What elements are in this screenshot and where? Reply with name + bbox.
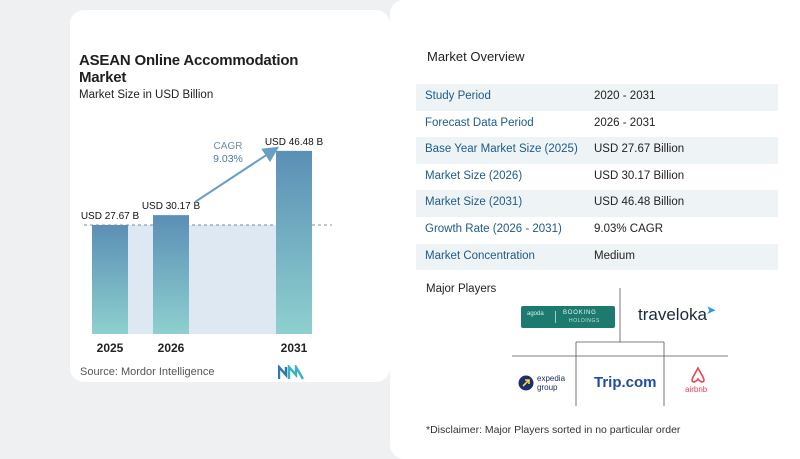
booking-logo-text: BOOKING [563, 310, 597, 316]
disclaimer: *Disclaimer: Major Players sorted in no … [426, 424, 681, 436]
bar-2025 [92, 224, 128, 334]
data-label-2025: USD 27.67 B [81, 211, 140, 222]
chart-title: ASEAN Online Accommodation Market [79, 52, 299, 86]
overview-row: Market Concentration Medium [416, 243, 778, 271]
cagr-label: CAGR [214, 141, 243, 152]
overview-key: Market Size (2031) [425, 196, 523, 209]
chart-source: Source: Mordor Intelligence [80, 366, 215, 378]
overview-key: Base Year Market Size (2025) [425, 143, 578, 156]
expedia-icon [518, 375, 534, 391]
airbnb-icon [691, 366, 705, 383]
data-label-2031: USD 46.48 B [265, 137, 324, 148]
overview-row: Base Year Market Size (2025) USD 27.67 B… [416, 137, 778, 164]
overview-card [390, 0, 800, 459]
data-label-2026: USD 30.17 B [142, 201, 201, 212]
overview-key: Forecast Data Period [425, 116, 534, 129]
players-grid-lines [512, 288, 728, 406]
trip-com-logo: Trip.com [594, 374, 657, 391]
logo-divider [555, 311, 556, 323]
overview-row: Market Size (2026) USD 30.17 Billion [416, 164, 778, 191]
x-tick-2031: 2031 [281, 341, 308, 355]
major-players-title: Major Players [426, 283, 497, 295]
overview-row: Market Size (2031) USD 46.48 Billion [416, 190, 778, 217]
traveloka-bird-icon: ➤ [706, 303, 717, 317]
cagr-value: 9.03% [213, 153, 243, 165]
overview-value: 2020 - 2031 [594, 90, 656, 102]
expedia-group-text: group [537, 383, 558, 392]
bar-2026 [153, 215, 189, 334]
overview-value: USD 46.48 Billion [594, 196, 685, 209]
overview-title: Market Overview [427, 49, 525, 64]
overview-value: Medium [594, 249, 635, 262]
chart-subtitle: Market Size in USD Billion [79, 89, 214, 101]
traveloka-logo: traveloka [638, 305, 707, 324]
overview-row: Study Period 2020 - 2031 [416, 84, 778, 111]
expedia-logo-text: expedia [537, 374, 566, 383]
airbnb-logo-text: airbnb [685, 385, 708, 394]
overview-key: Market Size (2026) [425, 169, 523, 182]
mordor-intelligence-logo [278, 365, 304, 380]
overview-value: USD 30.17 Billion [594, 169, 685, 182]
cagr-arrow [194, 146, 280, 203]
overview-key: Study Period [425, 90, 491, 102]
agoda-booking-logo: agoda BOOKING HOLDINGS [521, 306, 615, 328]
bar-2031 [276, 150, 312, 334]
x-tick-2025: 2025 [97, 341, 124, 355]
overview-value: USD 27.67 Billion [594, 143, 685, 156]
overview-key: Growth Rate (2026 - 2031) [425, 222, 562, 235]
holdings-logo-text: HOLDINGS [569, 318, 600, 324]
x-tick-2026: 2026 [158, 341, 185, 355]
overview-key: Market Concentration [425, 249, 535, 262]
agoda-logo-text: agoda [527, 311, 544, 317]
base-year-shade [92, 224, 312, 334]
overview-value: 2026 - 2031 [594, 116, 656, 129]
overview-value: 9.03% CAGR [594, 222, 664, 235]
overview-row: Forecast Data Period 2026 - 2031 [416, 111, 778, 138]
overview-row: Growth Rate (2026 - 2031) 9.03% CAGR [416, 217, 778, 244]
overview-table: Study Period 2020 - 2031 Forecast Data P… [416, 84, 778, 271]
bar-chart: USD 27.67 B 2025 USD 30.17 B 2026 USD 46.48 … [81, 137, 332, 355]
